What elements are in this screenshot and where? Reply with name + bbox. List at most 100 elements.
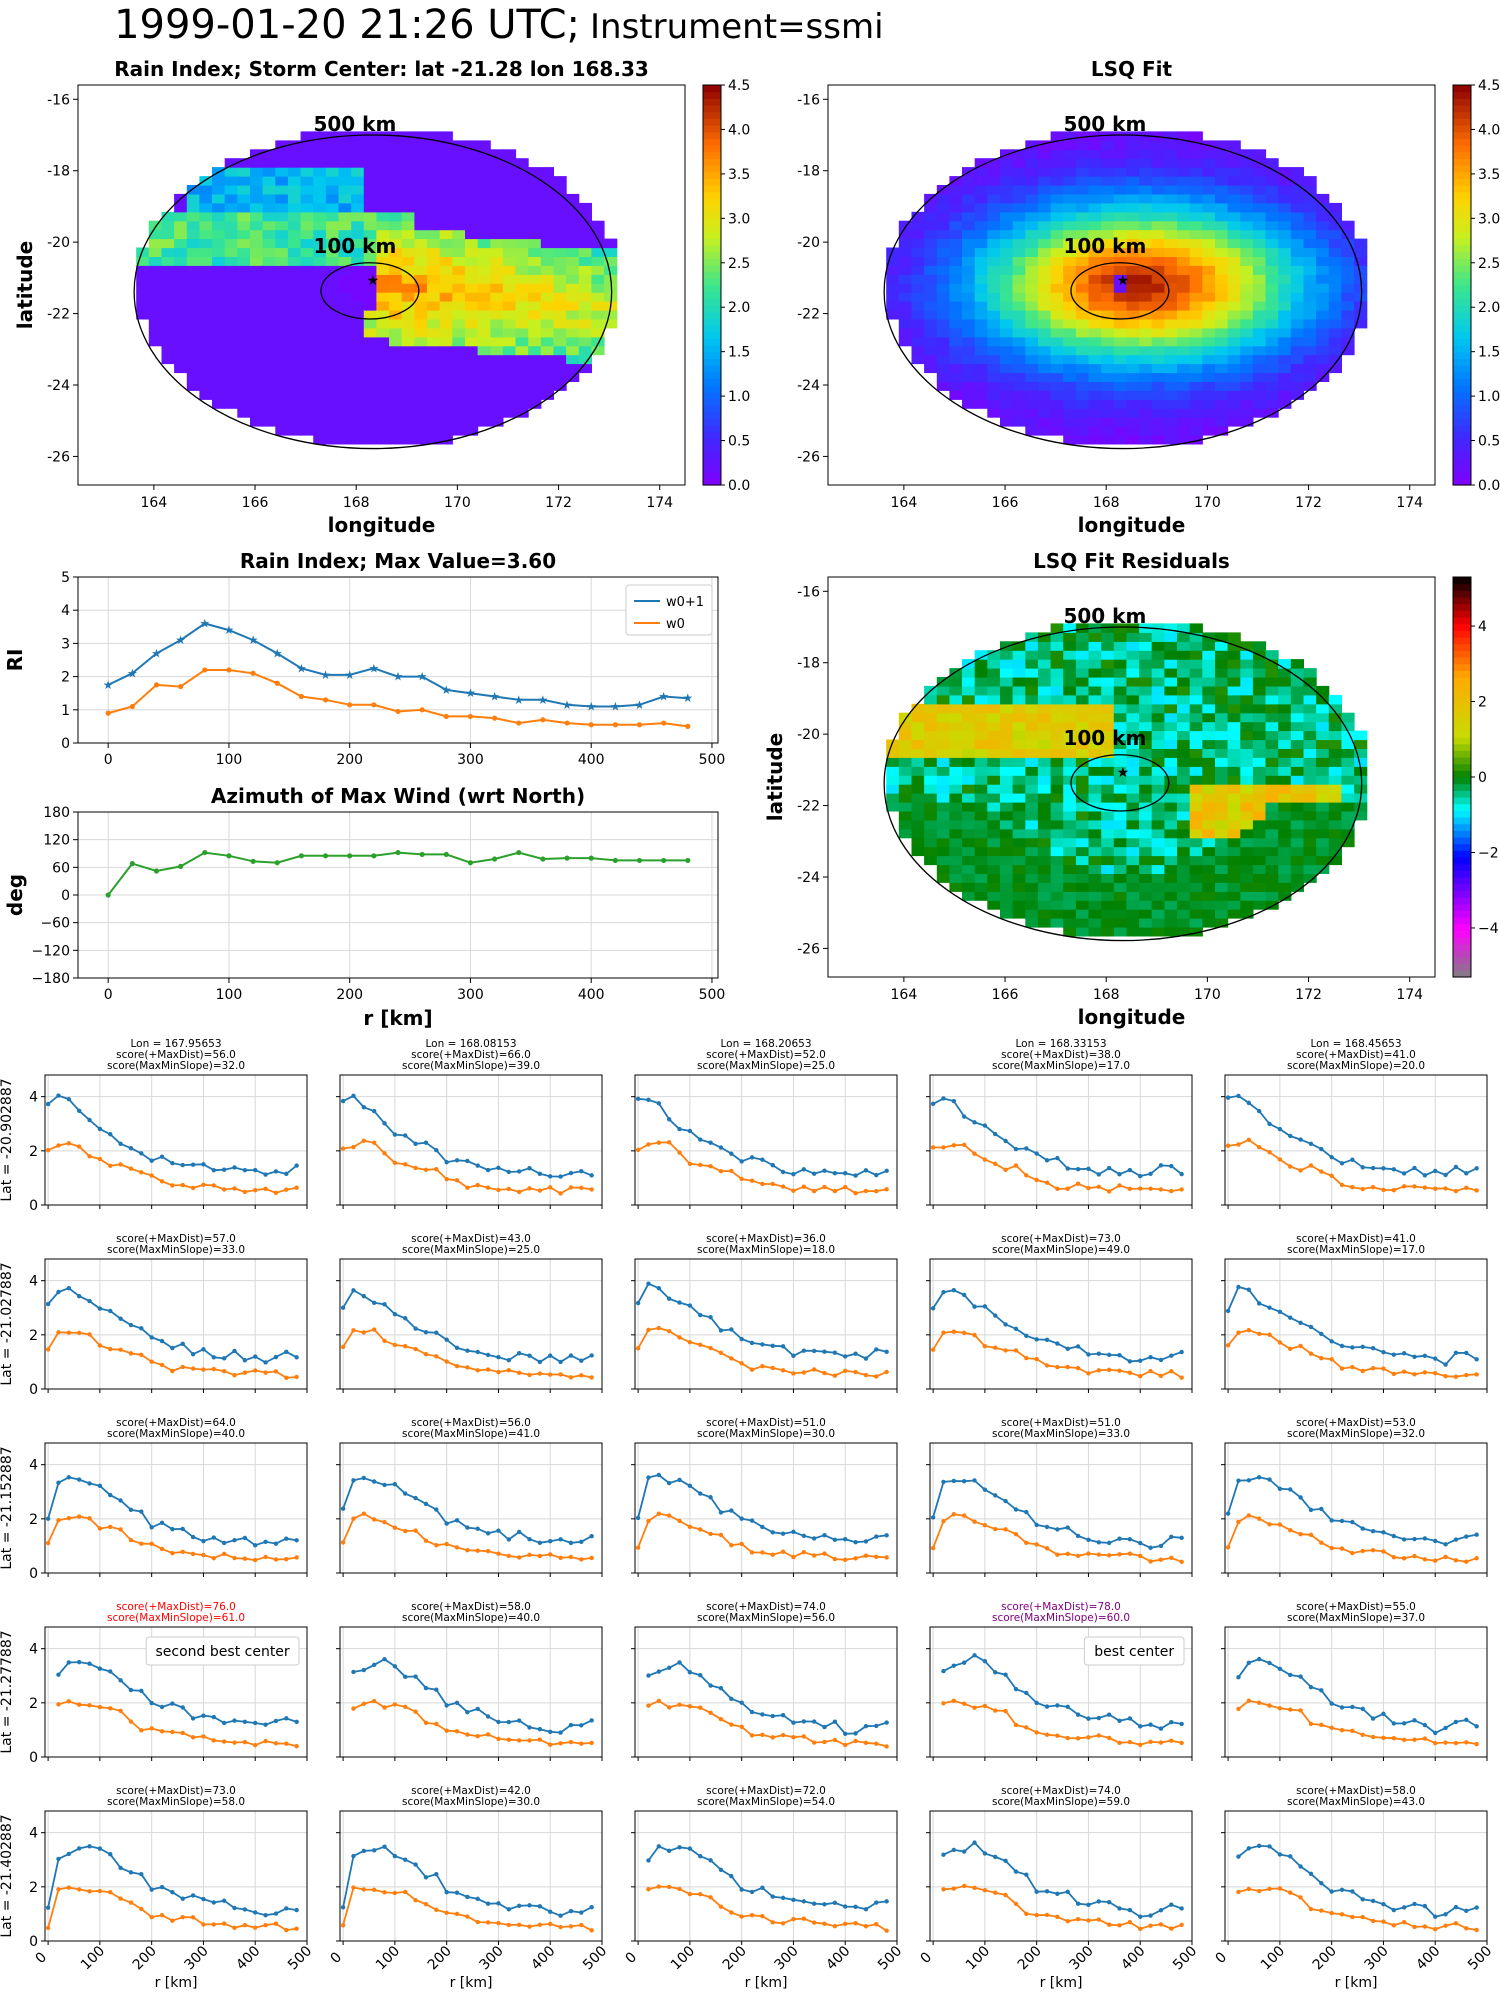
map-cell — [1290, 882, 1304, 892]
map-cell — [439, 310, 453, 320]
map-cell — [1012, 158, 1026, 168]
colorbar-segment — [1453, 205, 1471, 213]
map-cell — [1227, 685, 1241, 696]
grid-panel: score(MaxMinSlope)=33.0score(+MaxDist)=5… — [0, 1233, 308, 1398]
data-point — [941, 1290, 946, 1295]
map-cell — [1252, 229, 1267, 240]
map-cell — [1025, 766, 1039, 776]
map-cell — [1075, 238, 1090, 249]
map-cell — [1000, 408, 1014, 418]
map-cell — [1151, 900, 1165, 910]
map-cell — [287, 318, 302, 329]
map-cell — [224, 193, 238, 204]
data-point — [1034, 1337, 1039, 1342]
map-cell — [1025, 775, 1039, 785]
data-point — [1370, 1165, 1376, 1171]
annotation-text: second best center — [156, 1644, 290, 1660]
map-cell — [1025, 167, 1039, 177]
map-cell — [949, 784, 963, 794]
data-point — [760, 1157, 765, 1162]
map-cell — [1088, 828, 1102, 839]
map-cell — [313, 354, 327, 365]
map-cell — [1290, 167, 1304, 177]
map-cell — [389, 167, 403, 177]
data-point — [1256, 1301, 1262, 1306]
map-cell — [325, 301, 340, 311]
map-cell — [898, 730, 912, 741]
map-cell — [1265, 900, 1279, 910]
map-cell — [1000, 703, 1014, 714]
map-cell — [936, 810, 950, 821]
data-point — [371, 1479, 377, 1484]
data-point — [1127, 1537, 1133, 1542]
map-cell — [148, 283, 162, 293]
map-cell — [1113, 739, 1127, 749]
y-tick-label: 0 — [29, 1750, 38, 1766]
map-cell — [1164, 435, 1178, 445]
map-cell — [1265, 408, 1279, 418]
map-cell — [1151, 426, 1165, 436]
map-cell — [1354, 748, 1368, 758]
map-cell — [515, 256, 529, 266]
data-point — [454, 1545, 460, 1550]
map-cell — [1113, 766, 1127, 776]
map-cell — [414, 426, 428, 436]
data-point — [1158, 1357, 1164, 1363]
map-cell — [1252, 757, 1267, 767]
data-point — [537, 1188, 543, 1193]
map-cell — [477, 399, 491, 409]
map-cell — [1189, 158, 1203, 168]
map-cell — [389, 256, 403, 266]
map-cell — [936, 354, 950, 365]
map-cell — [1215, 900, 1229, 910]
map-cell — [1126, 390, 1140, 400]
map-cell — [186, 372, 200, 382]
map-cell — [502, 310, 517, 320]
map-cell — [224, 238, 238, 249]
map-cell — [1189, 390, 1203, 400]
map-cell — [1139, 265, 1153, 275]
map-cell — [250, 363, 264, 374]
map-cell — [1151, 149, 1165, 159]
map-cell — [1113, 819, 1127, 830]
column-lon-label: Lon = 168.20653 — [721, 1038, 812, 1050]
data-point: ★ — [368, 661, 379, 675]
map-cell — [363, 390, 377, 400]
map-cell — [477, 345, 491, 356]
map-cell — [174, 318, 188, 329]
map-cell — [1012, 659, 1026, 669]
map-cell — [465, 149, 479, 159]
map-cell — [502, 167, 517, 177]
map-cell — [439, 426, 453, 436]
map-cell — [199, 292, 213, 302]
map-cell — [1088, 274, 1102, 284]
map-cell — [1050, 891, 1064, 901]
map-cell — [1177, 775, 1191, 785]
map-cell — [1113, 721, 1127, 732]
colorbar-segment — [703, 225, 721, 233]
map-cell — [924, 721, 938, 732]
map-cell — [936, 855, 950, 866]
data-point — [708, 1164, 713, 1169]
map-cell — [591, 336, 605, 347]
data-point — [1179, 1349, 1184, 1355]
map-cell — [1113, 158, 1127, 168]
map-cell — [962, 238, 976, 249]
data-point — [108, 1308, 113, 1314]
map-cell — [1088, 292, 1102, 302]
map-cell — [1025, 694, 1039, 705]
colorbar-segment — [1453, 883, 1471, 891]
data-point — [548, 1372, 553, 1377]
colorbar-tick-label: 4.5 — [1478, 78, 1500, 94]
map-cell — [1126, 435, 1140, 445]
data-point — [708, 1495, 713, 1500]
map-cell — [1303, 211, 1317, 222]
map-cell — [1126, 193, 1140, 204]
map-cell — [262, 417, 276, 427]
map-cell — [1063, 739, 1077, 749]
data-point — [403, 1674, 408, 1680]
data-point — [284, 1171, 289, 1177]
map-cell — [262, 336, 276, 347]
map-cell — [1151, 650, 1165, 660]
map-cell — [186, 345, 200, 356]
